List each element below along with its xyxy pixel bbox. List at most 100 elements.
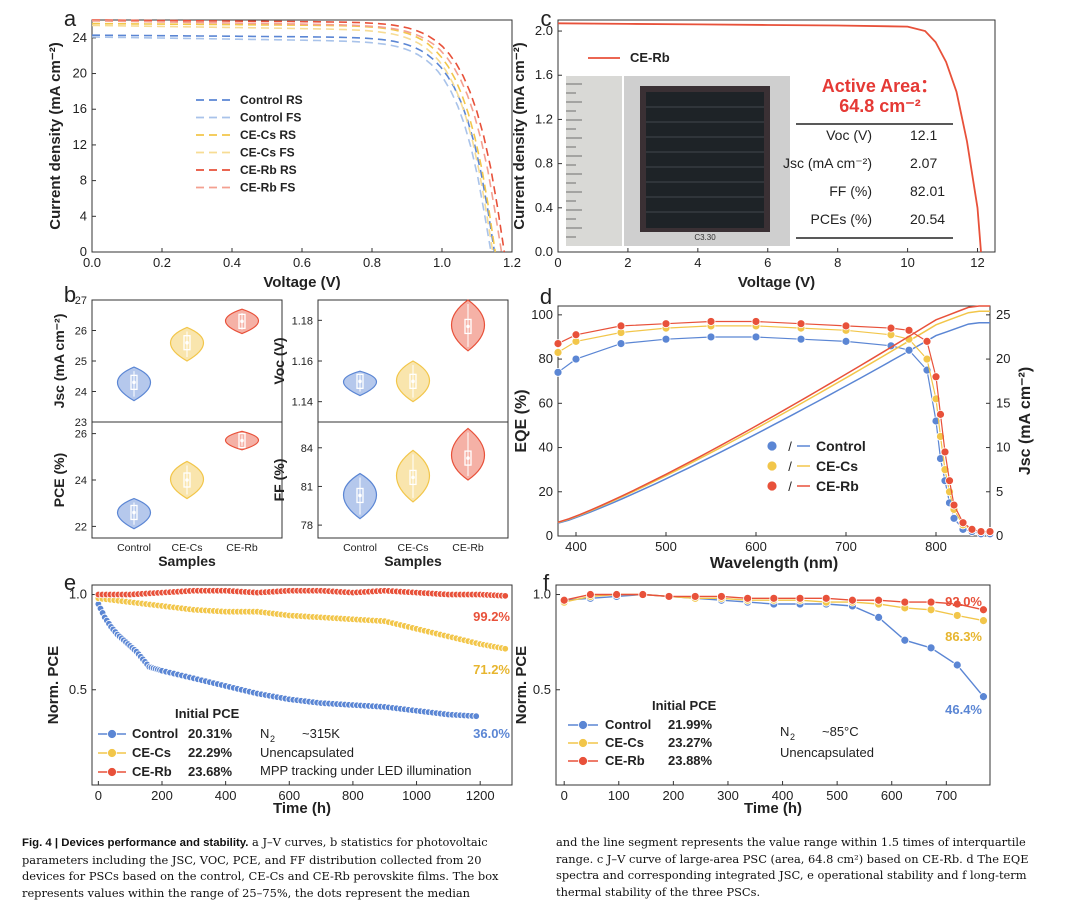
figure-canvas: a0.0 0.2 0.4 0.6 0.8 1.0 1.204812162024Voltage…: [45, 6, 1034, 817]
eqe-point: [796, 334, 806, 344]
legend-initial-pce: 23.68%: [188, 764, 233, 779]
caption-figure-title: Fig. 4 | Devices performance and stabili…: [22, 837, 249, 849]
eqe-point: [904, 325, 914, 335]
panel-f-y-tick: 1.0: [533, 587, 551, 602]
panel-e-x-tick: 400: [215, 788, 237, 803]
panel-b-y-tick: 25: [75, 356, 87, 368]
panel-label-a: a: [64, 6, 77, 31]
violin-box: [238, 432, 246, 449]
end-label-ce-rb: 99.2%: [473, 609, 510, 624]
legend-entry: CE-Cs: [132, 745, 171, 760]
note-temperature: ~315K: [302, 726, 340, 741]
panel-f-x-tick: 700: [935, 788, 957, 803]
panel-b-xlabel: Samples: [384, 553, 442, 569]
panel-e-xlabel: Time (h): [273, 800, 331, 817]
panel-f-ylabel: Norm. PCE: [513, 646, 530, 724]
stability-point: [472, 712, 480, 720]
violin-median: [185, 340, 189, 345]
panel-label-b: b: [64, 282, 76, 307]
legend-initial-pce: 23.88%: [668, 753, 713, 768]
violin-box: [464, 450, 472, 466]
panel-d-y2-tick: 25: [996, 307, 1010, 322]
panel-d-x-tick: 800: [925, 539, 947, 554]
perovskite-module: [646, 92, 764, 228]
table-value: 82.01: [910, 183, 945, 199]
legend-separator: /: [788, 439, 792, 454]
violin-box: [356, 487, 364, 504]
thermal-point: [821, 593, 831, 603]
jv-curve-4: [91, 19, 506, 253]
panel-f-frame: [555, 584, 991, 786]
panel-b-category: Control: [343, 542, 377, 554]
eqe-point: [841, 321, 851, 331]
violin-median: [466, 324, 470, 329]
violin-box: [409, 373, 417, 389]
legend-entry: Control: [605, 717, 651, 732]
note-temperature: ~85°C: [822, 724, 859, 739]
panel-b-y-tick: 23: [75, 417, 87, 429]
panel-c-x-tick: 8: [834, 255, 841, 270]
note-n2: N: [260, 726, 269, 741]
eqe-point: [751, 332, 761, 342]
table-value: 20.54: [910, 211, 945, 227]
legend-entry: CE-Rb: [132, 764, 172, 779]
eqe-point: [945, 476, 954, 486]
table-parameter: PCEs (%): [811, 211, 872, 227]
panel-b-y-tick: 26: [75, 429, 87, 441]
panel-d-y-tick: 20: [539, 484, 553, 499]
violin-median: [411, 379, 415, 384]
panel-f-xlabel: Time (h): [744, 800, 802, 817]
thermal-point: [900, 635, 910, 645]
panel-d-x-tick: 600: [745, 539, 767, 554]
eqe-point: [940, 447, 950, 457]
eqe-point: [553, 339, 563, 348]
panel-d-y-tick: 60: [539, 395, 553, 410]
thermal-point: [952, 660, 962, 670]
thermal-point: [900, 597, 910, 607]
eqe-point: [958, 518, 968, 528]
violin-median: [358, 493, 362, 498]
eqe-point: [571, 330, 581, 340]
thermal-point: [926, 597, 936, 607]
thermal-point: [638, 590, 648, 599]
panel-e-y-tick: 1.0: [69, 587, 87, 602]
panel-b-ylabel: PCE (%): [51, 453, 67, 507]
eqe-point: [661, 334, 671, 344]
legend-marker: [578, 720, 588, 730]
panel-a-y-tick: 16: [73, 101, 87, 116]
panel-b-y-tick: 1.18: [292, 315, 313, 327]
panel-a-x-tick: 1.0: [433, 255, 451, 270]
legend-marker: [107, 767, 117, 777]
panel-d-x-tick: 400: [565, 539, 587, 554]
eqe-point: [571, 354, 581, 364]
panel-d-y-tick: 0: [546, 528, 553, 543]
table-value: 12.1: [910, 127, 937, 143]
panel-b-ylabel: Voc (V): [271, 337, 287, 384]
jv-curve-5: [91, 20, 503, 253]
violin-median: [411, 475, 415, 480]
thermal-point: [979, 605, 988, 615]
thermal-point: [979, 692, 988, 702]
thermal-point: [848, 595, 857, 605]
eqe-point: [922, 336, 932, 346]
violin-box: [130, 504, 138, 521]
large-area-jv-curve: [557, 22, 982, 253]
thermal-point: [769, 593, 779, 603]
panel-d-xlabel: Wavelength (nm): [710, 555, 838, 572]
panel-e-x-tick: 600: [278, 788, 300, 803]
thermal-point: [612, 590, 621, 599]
legend-entry: CE-Rb FS: [240, 181, 295, 195]
panel-d-y-tick: 40: [539, 440, 553, 455]
table-value: 2.07: [910, 155, 937, 171]
eqe-point: [936, 454, 945, 463]
ruler: [566, 76, 622, 246]
legend-entry: CE-Cs FS: [240, 146, 295, 160]
panel-f-x-tick: 400: [772, 788, 794, 803]
legend-entry: Control: [132, 726, 178, 741]
panel-b-y-tick: 78: [301, 520, 313, 532]
panel-c-y-tick: 0.0: [535, 244, 553, 259]
panel-e-x-tick: 1200: [466, 788, 495, 803]
eqe-point: [967, 524, 977, 534]
eqe-point: [616, 321, 626, 331]
panel-b-y-tick: 84: [301, 443, 313, 455]
